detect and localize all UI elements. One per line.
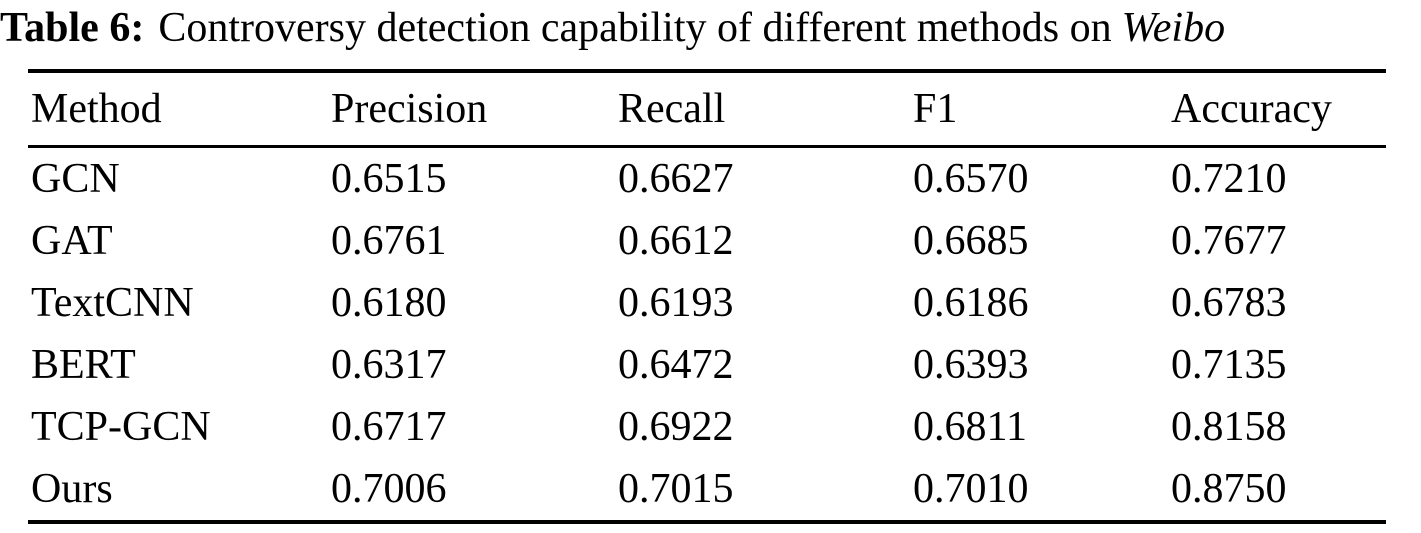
table-caption-label: Table 6:: [0, 5, 145, 51]
accuracy-cell: 0.8158: [1171, 404, 1287, 450]
recall-cell: 0.6472: [618, 342, 734, 388]
precision-cell: 0.6317: [331, 342, 447, 388]
results-table: Method Precision Recall F1 Accuracy GCN …: [28, 69, 1386, 524]
recall-cell: 0.6627: [618, 156, 734, 202]
precision-cell: 0.7006: [331, 466, 447, 512]
table-caption: Table 6: Controversy detection capability…: [0, 2, 1421, 54]
table-caption-text: Controversy detection capability of diff…: [158, 5, 1112, 51]
f1-cell: 0.6685: [913, 218, 1029, 264]
f1-cell: 0.6186: [913, 280, 1029, 326]
precision-cell: 0.6180: [331, 280, 447, 326]
precision-cell: 0.6717: [331, 404, 447, 450]
table-row-ours: Ours 0.7006 0.7015 0.7010 0.8750: [28, 458, 1386, 520]
f1-cell: 0.7010: [913, 466, 1029, 512]
table-row-tcpgcn: TCP-GCN 0.6717 0.6922 0.6811 0.8158: [28, 396, 1386, 458]
column-header-method: Method: [31, 86, 162, 132]
accuracy-cell: 0.7677: [1171, 218, 1287, 264]
column-header-recall: Recall: [618, 86, 726, 132]
recall-cell: 0.6193: [618, 280, 734, 326]
table-top-rule: [28, 69, 1386, 73]
table-caption-dataset: Weibo: [1121, 5, 1226, 51]
accuracy-cell: 0.6783: [1171, 280, 1287, 326]
column-header-f1: F1: [913, 86, 958, 132]
accuracy-cell: 0.7210: [1171, 156, 1287, 202]
method-cell: Ours: [31, 466, 113, 512]
f1-cell: 0.6570: [913, 156, 1029, 202]
f1-cell: 0.6811: [913, 404, 1027, 450]
method-cell: TextCNN: [31, 280, 194, 326]
table-header-row: Method Precision Recall F1 Accuracy: [28, 73, 1386, 145]
column-header-accuracy: Accuracy: [1171, 86, 1332, 132]
recall-cell: 0.6612: [618, 218, 734, 264]
recall-cell: 0.6922: [618, 404, 734, 450]
table-row-bert: BERT 0.6317 0.6472 0.6393 0.7135: [28, 334, 1386, 396]
accuracy-cell: 0.7135: [1171, 342, 1287, 388]
table-row-gcn: GCN 0.6515 0.6627 0.6570 0.7210: [28, 148, 1386, 210]
method-cell: GAT: [31, 218, 113, 264]
column-header-precision: Precision: [331, 86, 488, 132]
accuracy-cell: 0.8750: [1171, 466, 1287, 512]
f1-cell: 0.6393: [913, 342, 1029, 388]
table-header-rule: [28, 145, 1386, 148]
precision-cell: 0.6761: [331, 218, 447, 264]
table-row-gat: GAT 0.6761 0.6612 0.6685 0.7677: [28, 210, 1386, 272]
table-row-textcnn: TextCNN 0.6180 0.6193 0.6186 0.6783: [28, 272, 1386, 334]
recall-cell: 0.7015: [618, 466, 734, 512]
method-cell: BERT: [31, 342, 136, 388]
method-cell: TCP-GCN: [31, 404, 211, 450]
precision-cell: 0.6515: [331, 156, 447, 202]
table-bottom-rule: [28, 520, 1386, 524]
method-cell: GCN: [31, 156, 120, 202]
